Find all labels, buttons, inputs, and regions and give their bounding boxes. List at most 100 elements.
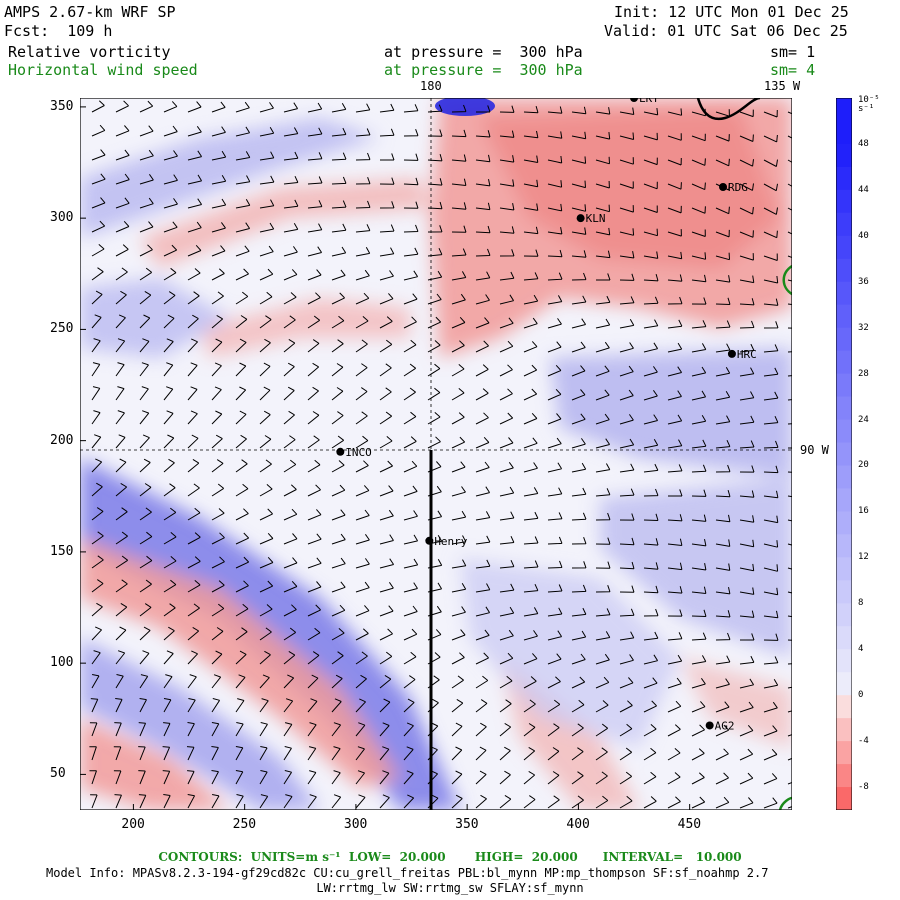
wind-barb [523, 653, 538, 665]
wind-barb [307, 794, 317, 809]
wind-barb [691, 274, 707, 283]
station-ag2: AG2 [705, 719, 735, 732]
wind-barb [427, 129, 443, 137]
wind-barb [739, 465, 755, 473]
wind-barb [595, 653, 610, 665]
wind-barb [451, 248, 467, 257]
wind-barb [163, 603, 176, 617]
wind-barb [163, 221, 178, 233]
wind-barb [571, 653, 586, 665]
wind-barb [763, 344, 779, 353]
wind-barb [643, 390, 658, 401]
wind-barb [139, 483, 152, 497]
wind-barb [163, 434, 175, 449]
wind-barb [739, 655, 755, 665]
wind-barb [451, 746, 463, 761]
wind-barb [115, 458, 127, 473]
wind-barb [571, 487, 587, 497]
wind-barb [283, 746, 292, 761]
wind-barb [763, 440, 779, 449]
wind-barb [787, 710, 792, 713]
wind-barb [475, 559, 491, 569]
wind-barb [547, 272, 563, 281]
wind-barb [619, 438, 635, 449]
colorbar-cell [836, 98, 852, 122]
wind-barb [571, 795, 584, 809]
meridian-180-label: 180 [420, 79, 442, 93]
wind-barb [571, 413, 586, 425]
wind-barb [475, 722, 487, 737]
wind-barb [523, 699, 536, 713]
wind-barb [403, 224, 419, 233]
wind-barb [643, 538, 659, 546]
wind-barb [307, 246, 323, 257]
wind-barb [89, 722, 98, 737]
wind-barb [355, 363, 368, 377]
wind-barb [787, 447, 792, 449]
wind-barb [211, 698, 221, 713]
wind-barb [571, 561, 587, 569]
wind-barb [283, 459, 297, 473]
wind-barb [475, 511, 491, 521]
wind-barb [211, 314, 224, 329]
wind-barb [331, 533, 346, 545]
wind-barb [307, 269, 322, 281]
vorticity-wind-map[interactable]: LKT RDG KLN HRC INCO Henry AG2 [80, 98, 792, 810]
station-label: INCO [345, 446, 372, 459]
wind-barb [451, 629, 466, 641]
wind-barb [139, 197, 154, 209]
wind-barb [379, 746, 390, 761]
wind-barb [667, 632, 683, 641]
wind-barb [403, 339, 417, 353]
wind-barb [643, 342, 659, 353]
wind-barb [475, 486, 491, 497]
plot-title: AMPS 2.67-km WRF SP [4, 3, 176, 21]
wind-barb [162, 770, 171, 785]
colorbar-cell [836, 741, 852, 765]
wind-barb [259, 245, 274, 257]
wind-barb [667, 182, 682, 190]
wind-barb [451, 412, 465, 425]
init-time: Init: 12 UTC Mon 01 Dec 25 [614, 3, 849, 21]
wind-barb [379, 698, 391, 713]
wind-barb [355, 698, 366, 713]
wind-barb [307, 152, 323, 161]
colorbar-cell [836, 580, 852, 604]
x-tick-label: 450 [677, 817, 702, 832]
wind-barb [283, 650, 296, 665]
wind-barb [523, 770, 536, 785]
wind-barb [403, 722, 414, 737]
wind-barb [331, 127, 347, 137]
wind-barb [91, 267, 104, 281]
wind-barb [283, 580, 298, 593]
colorbar-cell [836, 695, 852, 719]
wind-barb [787, 734, 792, 737]
wind-barb [571, 341, 586, 353]
wind-barb [715, 343, 731, 353]
wind-barb [139, 174, 154, 185]
wind-barb [355, 794, 366, 809]
wind-barb [331, 698, 342, 713]
wind-barb [235, 175, 251, 185]
wind-barb [187, 386, 198, 401]
wind-barb [379, 605, 394, 617]
wind-barb [91, 149, 106, 161]
wind-barb [379, 460, 393, 473]
wind-barb [139, 603, 152, 617]
wind-barb [235, 268, 249, 281]
wind-barb [259, 410, 271, 425]
wind-barb [691, 609, 707, 617]
wind-barb [283, 362, 295, 377]
wind-barb [91, 220, 106, 233]
wind-barb [91, 244, 105, 257]
wind-barb [475, 130, 491, 138]
wind-barb [787, 303, 792, 306]
wind-barb [187, 244, 202, 257]
wind-barb [595, 318, 611, 329]
wind-barb [115, 482, 128, 497]
wind-barb [259, 770, 268, 785]
wind-barb [715, 320, 731, 329]
wind-barb [763, 109, 778, 118]
wind-barb [403, 698, 415, 713]
wind-barb [523, 130, 539, 139]
